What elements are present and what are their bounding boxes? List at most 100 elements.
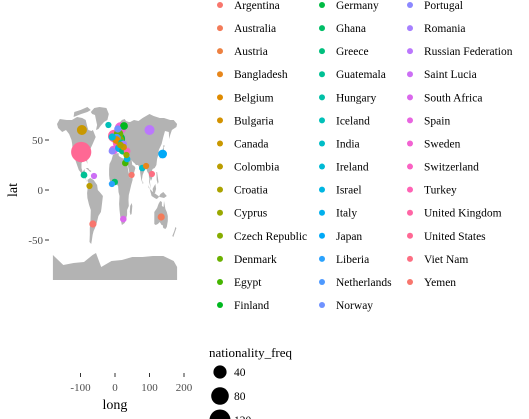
legend-label-united-states: United States (424, 231, 486, 243)
point-argentina (89, 220, 97, 228)
legend-key-hungary (319, 94, 325, 101)
size-legend: nationality_freq 40 80 120 (209, 345, 293, 419)
legend-label-liberia: Liberia (336, 254, 369, 266)
land-philippines (156, 172, 159, 184)
legend-label-bulgaria: Bulgaria (234, 115, 274, 127)
legend-key-yemen (407, 278, 413, 285)
axes: -100 0 100 200 -50 0 50 (28, 135, 192, 394)
land-europe (111, 114, 178, 189)
legend-key-viet-nam (407, 255, 413, 262)
land-indonesia (147, 185, 167, 199)
legend-label-switzerland: Switzerland (424, 162, 479, 174)
data-points (71, 121, 168, 228)
legend-key-cyprus (217, 209, 223, 216)
legend-label-australia: Australia (234, 23, 276, 35)
legend-label-russian-federation: Russian Federation (424, 46, 513, 58)
land-borneo (152, 184, 157, 193)
point-guatemala (80, 171, 88, 179)
y-axis-title: lat (6, 183, 21, 197)
point-norway (114, 125, 122, 133)
legend-key-switzerland (407, 163, 413, 170)
legend-label-ghana: Ghana (336, 23, 366, 35)
legend-key-sweden (407, 140, 413, 147)
color-legend: Argentina Australia Austria Bangladesh Belgi… (217, 0, 513, 312)
x-axis-title: long (103, 398, 128, 413)
legend-key-netherlands (319, 278, 325, 285)
legend-label-india: India (336, 138, 360, 150)
legend-label-spain: Spain (424, 115, 450, 127)
legend-label-saint-lucia: Saint Lucia (424, 69, 477, 81)
legend-key-turkey (407, 186, 413, 193)
legend-label-argentina: Argentina (234, 0, 280, 12)
legend-label-turkey: Turkey (424, 185, 457, 197)
legend-key-australia (217, 25, 223, 32)
point-ireland (108, 133, 116, 141)
legend-label-united-kingdom: United Kingdom (424, 208, 502, 220)
size-label-40: 40 (234, 367, 246, 379)
legend-key-united-kingdom (407, 209, 413, 216)
land-sri-lanka (142, 180, 144, 184)
point-south-africa (120, 215, 127, 223)
legend-key-norway (319, 302, 325, 309)
point-cyprus (123, 151, 130, 159)
legend-key-united-states (407, 232, 413, 239)
legend-label-egypt: Egypt (234, 277, 262, 289)
legend-key-guatemala (319, 71, 325, 78)
legend-label-ireland: Ireland (336, 162, 369, 174)
legend-key-iceland (319, 117, 325, 124)
legend-label-israel: Israel (336, 185, 362, 197)
legend-label-canada: Canada (234, 138, 268, 150)
legend-key-ghana (319, 25, 325, 32)
point-saint-lucia (90, 172, 98, 180)
legend-key-japan (319, 232, 325, 239)
legend-label-austria: Austria (234, 46, 268, 58)
legend-key-czech-republic (217, 232, 223, 239)
y-tick-label: -50 (28, 235, 43, 247)
legend-key-bangladesh (217, 71, 223, 78)
legend-key-israel (319, 186, 325, 193)
land-arctic-islands (73, 107, 91, 117)
point-portugal (108, 147, 116, 155)
point-iceland (105, 121, 112, 129)
legend-label-guatemala: Guatemala (336, 69, 386, 81)
world-map-background (52, 107, 178, 280)
size-label-120: 120 (234, 415, 252, 419)
legend-label-japan: Japan (336, 231, 362, 243)
point-australia (157, 213, 165, 221)
point-croatia (117, 141, 124, 149)
legend-label-colombia: Colombia (234, 162, 279, 174)
legend-key-canada (217, 140, 223, 147)
legend-key-portugal (407, 2, 413, 8)
size-label-80: 80 (234, 391, 246, 403)
legend-label-germany: Germany (336, 0, 379, 12)
size-key-80 (211, 387, 229, 405)
legend-label-cyprus: Cyprus (234, 208, 268, 220)
legend-key-south-africa (407, 94, 413, 101)
legend-label-greece: Greece (336, 46, 369, 58)
legend-label-portugal: Portugal (424, 0, 463, 12)
land-caribbean (85, 168, 92, 172)
legend-key-finland (217, 302, 223, 309)
land-antarctica (52, 253, 178, 280)
y-tick-label: 0 (38, 185, 44, 197)
legend-key-russian-federation (407, 48, 413, 55)
point-japan (158, 149, 168, 159)
legend-label-sweden: Sweden (424, 138, 461, 150)
legend-key-spain (407, 117, 413, 124)
land-africa (109, 153, 133, 225)
point-bangladesh (143, 162, 150, 170)
point-yemen (128, 171, 135, 179)
legend-key-denmark (217, 255, 223, 262)
point-liberia (108, 180, 115, 188)
x-tick-label: 100 (141, 382, 158, 394)
point-colombia (86, 182, 93, 190)
legend-label-south-africa: South Africa (424, 92, 482, 104)
legend-label-norway: Norway (336, 300, 373, 312)
legend-key-italy (319, 209, 325, 216)
legend-key-greece (319, 48, 325, 55)
x-tick-label: 0 (112, 382, 118, 394)
point-russian-federation (144, 125, 155, 135)
legend-key-india (319, 140, 325, 147)
legend-key-croatia (217, 186, 223, 193)
x-tick-label: -100 (70, 382, 91, 394)
